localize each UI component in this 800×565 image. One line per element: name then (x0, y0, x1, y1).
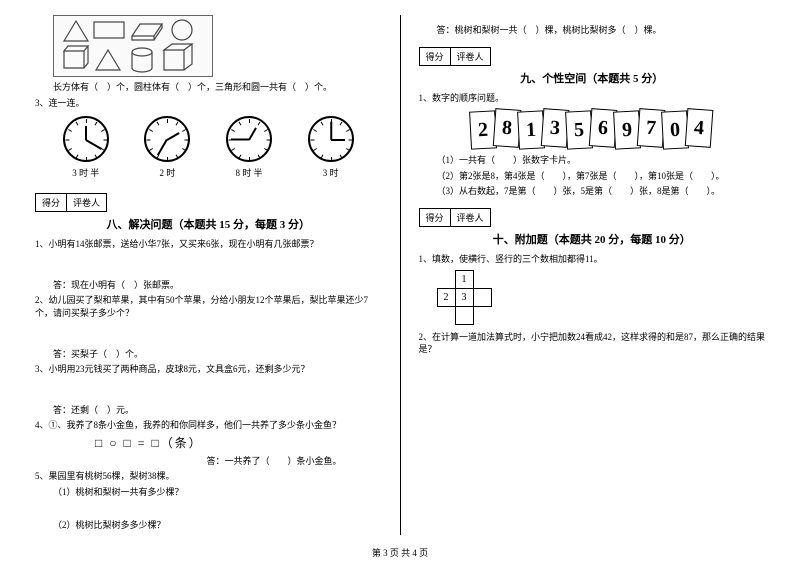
cross-bottom (455, 306, 473, 324)
card: 4 (685, 108, 714, 148)
fish-equation: □ ○ □ = □（条） (35, 435, 382, 452)
clock-icon (63, 116, 109, 162)
q8-5-1: （1）桃树和梨树一共有多少棵？ (35, 486, 382, 499)
q8-5-2: （2）桃树比梨树多多少棵？ (35, 519, 382, 532)
work-space (35, 502, 382, 516)
clock-row: 3 时 半 2 时 8 时 半 3 时 (35, 112, 382, 183)
clock-item: 3 时 (308, 116, 354, 179)
clock-label: 3 时 (308, 166, 354, 179)
section9-title: 九、个性空间（本题共 5 分） (419, 70, 766, 86)
clock-item: 3 时 半 (63, 116, 109, 179)
q9-sub1: （1）一共有（ ）张数字卡片。 (419, 154, 766, 167)
score-box: 得分 评卷人 (35, 193, 382, 212)
q10-1: 1、填数，使横行、竖行的三个数相加都得11。 (419, 253, 766, 266)
page-footer: 第 3 页 共 4 页 (0, 546, 800, 559)
clock-item: 8 时 半 (226, 116, 272, 179)
q8-3: 3、小明用23元钱买了两种商品，皮球8元，文具盒6元，还剩多少元？ (35, 363, 382, 376)
cross-center: 3 (455, 288, 473, 306)
q8-4-answer: 答：一共养了（ ）条小金鱼。 (35, 455, 382, 468)
grader-label: 评卷人 (450, 47, 491, 66)
q8-2-answer: 答：买梨子（ ）个。 (35, 348, 382, 361)
work-space (35, 254, 382, 276)
q9-sub2: （2）第2张是8，第4张是（ ），第7张是（ ），第10张是（ ）。 (419, 170, 766, 183)
clock-label: 2 时 (144, 166, 190, 179)
clock-item: 2 时 (144, 116, 190, 179)
clock-icon (308, 116, 354, 162)
shapes-illustration (53, 15, 213, 77)
grader-label: 评卷人 (66, 193, 107, 212)
cross-left: 2 (437, 288, 455, 306)
score-label: 得分 (419, 47, 450, 66)
score-label: 得分 (35, 193, 66, 212)
clock-label: 3 时 半 (63, 166, 109, 179)
q10-2: 2、在计算一道加法算式时，小宁把加数24看成42，这样求得的和是87，那么正确的… (419, 331, 766, 356)
work-space (35, 379, 382, 401)
score-box: 得分 评卷人 (419, 47, 766, 66)
q8-2: 2、幼儿园买了梨和苹果，其中有50个苹果，分给小朋友12个苹果后，梨比苹果还少7… (35, 294, 382, 319)
left-column: 长方体有（ ）个，圆柱体有（ ）个，三角形和圆一共有（ ）个。 3、连一连。 3… (25, 15, 401, 535)
q2-text: 长方体有（ ）个，圆柱体有（ ）个，三角形和圆一共有（ ）个。 (35, 81, 382, 94)
score-label: 得分 (419, 208, 450, 227)
q3-label: 3、连一连。 (35, 97, 382, 110)
q8-5-answer: 答：桃树和梨树一共（ ）棵，桃树比梨树多（ ）棵。 (419, 24, 766, 37)
number-cards: 2 8 1 3 5 6 9 7 0 4 (419, 110, 766, 148)
section8-title: 八、解决问题（本题共 15 分，每题 3 分） (35, 216, 382, 232)
work-space (35, 323, 382, 345)
q8-3-answer: 答：还剩（ ）元。 (35, 404, 382, 417)
q8-4: 4、①、我养了8条小金鱼，我养的和你同样多，他们一共养了多少条小金鱼？ (35, 419, 382, 432)
cross-right (473, 288, 491, 306)
clock-label: 8 时 半 (226, 166, 272, 179)
q9-sub3: （3）从右数起，7是第（ ）张，5是第（ ）张，8是第（ ）。 (419, 185, 766, 198)
section10-title: 十、附加题（本题共 20 分，每题 10 分） (419, 231, 766, 247)
right-column: 答：桃树和梨树一共（ ）棵，桃树比梨树多（ ）棵。 得分 评卷人 九、个性空间（… (401, 15, 776, 535)
q8-5: 5、果园里有桃树56棵，梨树38棵。 (35, 470, 382, 483)
q8-1-answer: 答：现在小明有（ ）张邮票。 (35, 279, 382, 292)
exam-page: 长方体有（ ）个，圆柱体有（ ）个，三角形和圆一共有（ ）个。 3、连一连。 3… (0, 0, 800, 535)
cross-top: 1 (455, 270, 473, 288)
clock-icon (144, 116, 190, 162)
q8-1: 1、小明有14张邮票，送给小华7张，又买来6张，现在小明有几张邮票？ (35, 238, 382, 251)
score-box: 得分 评卷人 (419, 208, 766, 227)
clock-icon (226, 116, 272, 162)
q9-1: 1、数字的顺序问题。 (419, 92, 766, 105)
grader-label: 评卷人 (450, 208, 491, 227)
cross-grid: 1 23 (437, 270, 766, 325)
